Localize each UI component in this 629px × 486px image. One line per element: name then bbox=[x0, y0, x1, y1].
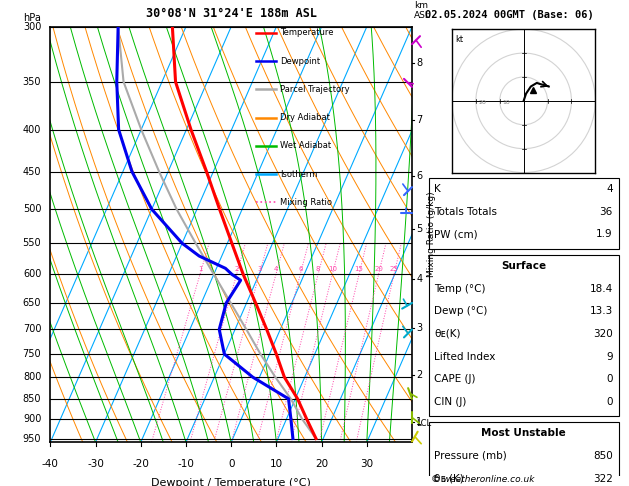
Text: 25: 25 bbox=[390, 266, 398, 272]
Text: Mixing Ratio: Mixing Ratio bbox=[280, 198, 332, 207]
Text: 0: 0 bbox=[606, 397, 613, 407]
Text: -20: -20 bbox=[132, 459, 149, 469]
Text: Lifted Index: Lifted Index bbox=[435, 351, 496, 362]
Text: Pressure (mb): Pressure (mb) bbox=[435, 451, 507, 461]
Text: 750: 750 bbox=[23, 349, 42, 359]
Text: K: K bbox=[435, 184, 441, 194]
Text: Parcel Trajectory: Parcel Trajectory bbox=[280, 85, 350, 94]
Text: Dewpoint: Dewpoint bbox=[280, 57, 320, 66]
Text: 350: 350 bbox=[23, 77, 42, 87]
Text: 600: 600 bbox=[23, 269, 42, 279]
Text: Dry Adiabat: Dry Adiabat bbox=[280, 113, 330, 122]
Text: Wet Adiabat: Wet Adiabat bbox=[280, 141, 331, 151]
Text: 950: 950 bbox=[23, 434, 42, 444]
Bar bbox=[428, 422, 619, 486]
Text: 1: 1 bbox=[416, 417, 423, 427]
Text: -30: -30 bbox=[87, 459, 104, 469]
Text: θᴇ(K): θᴇ(K) bbox=[435, 329, 461, 339]
Text: 5: 5 bbox=[416, 224, 423, 234]
Text: LCL: LCL bbox=[416, 419, 431, 429]
Text: 2: 2 bbox=[235, 266, 239, 272]
Text: Most Unstable: Most Unstable bbox=[481, 428, 566, 438]
Text: 13.3: 13.3 bbox=[589, 306, 613, 316]
Text: km
ASL: km ASL bbox=[414, 1, 431, 20]
Text: 320: 320 bbox=[593, 329, 613, 339]
Text: Mixing Ratio (g/kg): Mixing Ratio (g/kg) bbox=[427, 191, 437, 278]
Text: 7: 7 bbox=[416, 116, 423, 125]
Text: 10: 10 bbox=[502, 101, 510, 105]
Text: 850: 850 bbox=[23, 394, 42, 404]
Text: 450: 450 bbox=[23, 167, 42, 176]
Text: 700: 700 bbox=[23, 325, 42, 334]
Text: 30°08'N 31°24'E 188m ASL: 30°08'N 31°24'E 188m ASL bbox=[146, 7, 316, 20]
Text: Surface: Surface bbox=[501, 261, 546, 271]
Text: 4: 4 bbox=[606, 184, 613, 194]
Bar bbox=[428, 178, 619, 249]
Text: 4: 4 bbox=[274, 266, 278, 272]
Text: Temp (°C): Temp (°C) bbox=[435, 284, 486, 294]
Text: 0: 0 bbox=[606, 374, 613, 384]
Text: PW (cm): PW (cm) bbox=[435, 229, 478, 240]
Text: 322: 322 bbox=[593, 473, 613, 484]
Text: 9: 9 bbox=[606, 351, 613, 362]
Text: 10: 10 bbox=[270, 459, 283, 469]
Text: 6: 6 bbox=[298, 266, 303, 272]
Text: 20: 20 bbox=[315, 459, 328, 469]
Text: 8: 8 bbox=[416, 58, 423, 68]
Text: Temperature: Temperature bbox=[280, 29, 333, 37]
Text: 800: 800 bbox=[23, 372, 42, 382]
Text: 18.4: 18.4 bbox=[589, 284, 613, 294]
Text: 1: 1 bbox=[198, 266, 203, 272]
Text: 10: 10 bbox=[328, 266, 337, 272]
Text: 4: 4 bbox=[416, 274, 423, 284]
Text: 1.9: 1.9 bbox=[596, 229, 613, 240]
Text: 400: 400 bbox=[23, 124, 42, 135]
Text: 850: 850 bbox=[593, 451, 613, 461]
Text: hPa: hPa bbox=[23, 13, 42, 22]
Text: 3: 3 bbox=[257, 266, 262, 272]
Text: -10: -10 bbox=[177, 459, 194, 469]
Text: 6: 6 bbox=[416, 171, 423, 180]
Text: CAPE (J): CAPE (J) bbox=[435, 374, 476, 384]
Text: 8: 8 bbox=[316, 266, 320, 272]
Text: 3: 3 bbox=[416, 323, 423, 333]
Text: 15: 15 bbox=[355, 266, 364, 272]
Text: θᴇ (K): θᴇ (K) bbox=[435, 473, 464, 484]
Text: 300: 300 bbox=[23, 22, 42, 32]
Text: 900: 900 bbox=[23, 414, 42, 424]
Text: Totals Totals: Totals Totals bbox=[435, 207, 498, 217]
Text: 36: 36 bbox=[599, 207, 613, 217]
Text: kt: kt bbox=[455, 35, 464, 44]
Text: 500: 500 bbox=[23, 204, 42, 214]
Text: 20: 20 bbox=[374, 266, 383, 272]
Text: © weatheronline.co.uk: © weatheronline.co.uk bbox=[431, 474, 535, 484]
Bar bbox=[428, 255, 619, 416]
Text: 02.05.2024 00GMT (Base: 06): 02.05.2024 00GMT (Base: 06) bbox=[425, 10, 593, 20]
Text: Isotherm: Isotherm bbox=[280, 170, 318, 179]
Text: 0: 0 bbox=[228, 459, 235, 469]
Text: 2: 2 bbox=[416, 370, 423, 380]
Text: 550: 550 bbox=[23, 238, 42, 248]
Text: Dewpoint / Temperature (°C): Dewpoint / Temperature (°C) bbox=[151, 478, 311, 486]
Text: Dewp (°C): Dewp (°C) bbox=[435, 306, 488, 316]
Text: CIN (J): CIN (J) bbox=[435, 397, 467, 407]
Text: 650: 650 bbox=[23, 298, 42, 308]
Text: 30: 30 bbox=[360, 459, 374, 469]
Text: 20: 20 bbox=[478, 101, 486, 105]
Text: -40: -40 bbox=[42, 459, 58, 469]
